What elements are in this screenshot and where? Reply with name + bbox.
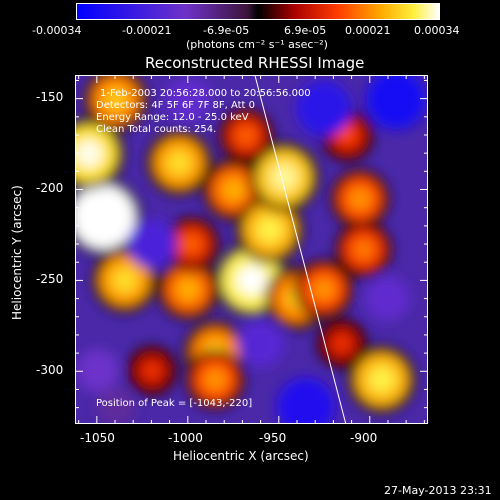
colorbar-tick-4: 0.00021 xyxy=(345,24,391,37)
hotspot-core xyxy=(112,267,138,294)
hotspot-core xyxy=(142,361,162,380)
hotspot-core xyxy=(221,178,246,202)
hotspot-core xyxy=(270,163,298,192)
hotspot-core xyxy=(337,125,358,146)
plot-area xyxy=(75,75,428,424)
y-tick-label-1: -200 xyxy=(36,181,64,195)
hotspot-core xyxy=(256,216,283,243)
hotspot xyxy=(76,349,120,393)
heatmap-blobs xyxy=(76,76,427,423)
hotspot-core xyxy=(235,125,257,146)
colorbar-tick-0: -0.00034 xyxy=(32,24,82,37)
hotspot-core xyxy=(87,200,120,233)
hotspot-core xyxy=(348,187,372,211)
y-tick-label-0: -150 xyxy=(36,90,64,104)
y-tick-label-2: -250 xyxy=(36,272,64,286)
colorbar-tick-2: -6.9e-05 xyxy=(203,24,250,37)
colorbar-tick-1: -0.00021 xyxy=(122,24,172,37)
x-axis-label: Heliocentric X (arcsec) xyxy=(173,449,309,463)
annotation-time: 1-Feb-2003 20:56:28.000 to 20:56:56.000 xyxy=(100,88,311,99)
hotspot-core xyxy=(166,149,192,176)
colorbar-tick-3: 6.9e-05 xyxy=(284,24,327,37)
footer-date: 27-May-2013 23:31 xyxy=(384,484,492,497)
hotspot-core xyxy=(76,139,104,169)
annotation-peak: Position of Peak = [-1043,-220] xyxy=(96,398,253,409)
hotspot-core xyxy=(332,334,352,353)
x-tick-label-2: -950 xyxy=(259,431,287,445)
hotspot-core xyxy=(103,87,129,112)
hotspot xyxy=(165,77,211,122)
hotspot xyxy=(364,275,410,321)
colorbar-unit-label: (photons cm⁻² s⁻¹ asec⁻²) xyxy=(186,38,328,51)
hotspot-core xyxy=(236,265,267,296)
hotspot xyxy=(96,387,136,423)
annotation-energy: Energy Range: 12.0 - 25.0 keV xyxy=(96,112,249,123)
y-tick-label-3: -300 xyxy=(36,363,64,377)
x-tick-label-1: -1000 xyxy=(168,431,203,445)
hotspot xyxy=(296,80,352,137)
hotspot xyxy=(366,76,427,130)
hotspot-core xyxy=(368,366,396,393)
y-axis-label: Heliocentric Y (arcsec) xyxy=(10,185,24,320)
hotspot xyxy=(276,377,335,423)
solar-limb-line xyxy=(254,76,347,423)
chart-title: Reconstructed RHESSI Image xyxy=(145,54,365,72)
colorbar xyxy=(76,3,440,20)
hotspot-core xyxy=(204,368,227,391)
hotspot-core xyxy=(176,277,200,302)
hotspot-core xyxy=(312,278,336,301)
heatmap-svg xyxy=(76,76,427,423)
annotation-method: Clean Total counts: 254. xyxy=(96,124,217,135)
hotspot xyxy=(237,319,285,368)
hotspot xyxy=(127,219,177,269)
annotation-detectors: Detectors: 4F 5F 6F 7F 8F, Att 0 xyxy=(96,100,256,111)
hotspot-core xyxy=(181,233,202,255)
colorbar-tick-5: 0.00034 xyxy=(414,24,460,37)
x-tick-label-0: -1050 xyxy=(80,431,115,445)
hotspot-core xyxy=(352,238,375,261)
x-tick-label-3: -900 xyxy=(350,431,378,445)
